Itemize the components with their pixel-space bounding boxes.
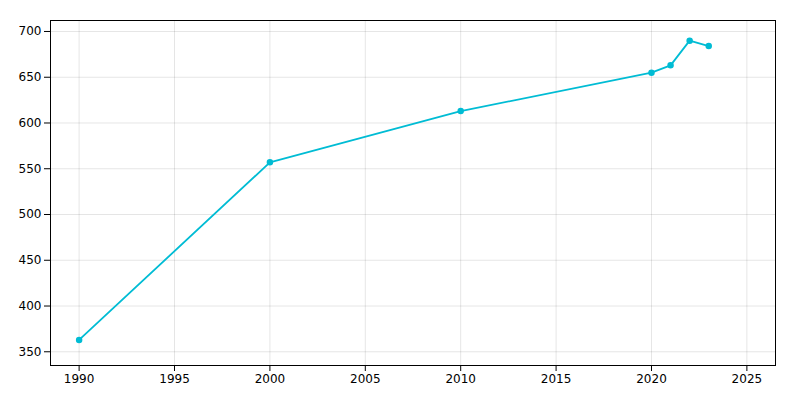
svg-text:450: 450: [19, 253, 42, 267]
svg-text:2015: 2015: [541, 372, 572, 386]
svg-text:400: 400: [19, 299, 42, 313]
svg-text:2025: 2025: [732, 372, 763, 386]
svg-text:350: 350: [19, 345, 42, 359]
svg-text:500: 500: [19, 207, 42, 221]
svg-text:2010: 2010: [445, 372, 476, 386]
svg-text:550: 550: [19, 162, 42, 176]
svg-text:650: 650: [19, 70, 42, 84]
svg-text:2000: 2000: [255, 372, 286, 386]
svg-text:1990: 1990: [64, 372, 95, 386]
svg-text:1995: 1995: [159, 372, 190, 386]
svg-text:600: 600: [19, 116, 42, 130]
svg-text:2005: 2005: [350, 372, 381, 386]
svg-text:700: 700: [19, 24, 42, 38]
svg-text:2020: 2020: [636, 372, 667, 386]
